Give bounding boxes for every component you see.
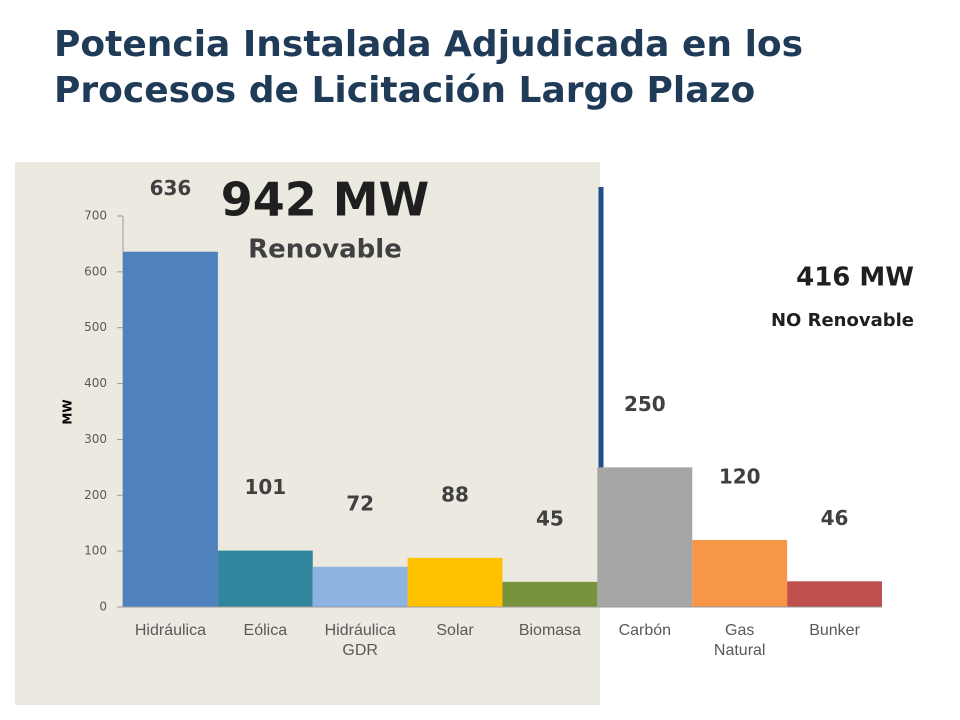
value-label: 636	[150, 176, 192, 200]
bar	[312, 566, 408, 607]
value-label: 120	[719, 464, 761, 488]
bar	[502, 581, 598, 607]
value-label: 250	[624, 392, 666, 416]
nonrenewable-label: NO Renovable	[771, 310, 914, 331]
bar	[217, 550, 313, 607]
x-tick-label: Hidráulica	[134, 622, 206, 639]
y-tick-label: 300	[84, 432, 107, 446]
x-tick-label: Biomasa	[518, 622, 582, 639]
y-tick-label: 700	[84, 209, 107, 223]
panel-background	[15, 162, 600, 705]
y-tick-label: 500	[84, 320, 107, 334]
bar	[407, 557, 503, 607]
value-label: 46	[821, 506, 849, 530]
x-tick-label: Eólica	[243, 622, 288, 639]
y-tick-label: 0	[99, 600, 107, 614]
x-tick-label: Gas Natural	[713, 622, 766, 659]
value-label: 72	[346, 491, 374, 515]
y-tick-label: 100	[84, 544, 107, 558]
slide-title: Potencia Instalada Adjudicada en los Pro…	[54, 24, 804, 111]
x-tick-label: Hidráulica GDR	[324, 622, 396, 659]
y-tick-label: 600	[84, 264, 107, 278]
value-label: 101	[244, 475, 286, 499]
y-tick-label: 200	[84, 488, 107, 502]
y-axis-label: MW	[61, 399, 75, 424]
bar	[787, 581, 882, 607]
renewable-total: 942 MW	[221, 173, 430, 227]
bar	[123, 251, 218, 607]
x-tick-label: Solar	[436, 622, 474, 639]
nonrenewable-total: 416 MW	[796, 263, 914, 293]
y-tick-label: 400	[84, 376, 107, 390]
value-label: 45	[536, 506, 564, 530]
bar	[692, 539, 788, 607]
renewable-label: Renovable	[248, 235, 402, 265]
value-label: 88	[441, 482, 469, 506]
bar	[597, 467, 693, 607]
x-tick-label: Bunker	[809, 622, 860, 639]
x-tick-label: Carbón	[618, 622, 672, 639]
